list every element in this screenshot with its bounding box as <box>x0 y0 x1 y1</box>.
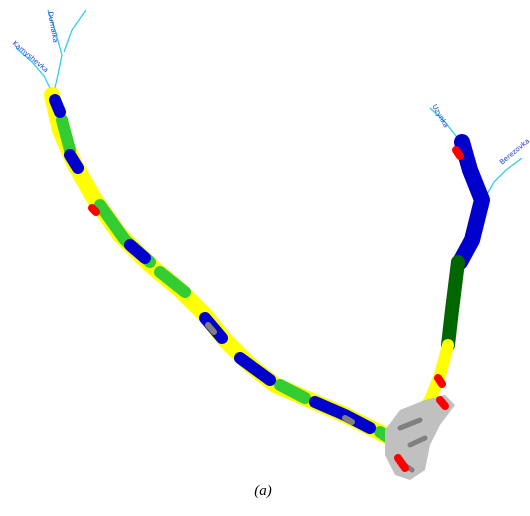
caption: (a) <box>254 483 272 499</box>
river-label: Berezovka <box>498 137 530 167</box>
river-channel <box>52 95 482 480</box>
river-label: Kamyshevka <box>11 39 50 74</box>
tributaries <box>16 10 522 196</box>
river-label: Durnaika <box>46 11 59 43</box>
habitat-green <box>62 120 395 442</box>
map: Durnaika Kamyshevka Uzynka Berezovka (a) <box>0 0 530 516</box>
channel-right-blue <box>460 142 482 262</box>
tributary <box>64 10 86 52</box>
habitat-blue <box>55 100 370 428</box>
channel-left <box>52 95 395 440</box>
channel-right-darkgreen <box>448 262 458 345</box>
river-label: Uzynka <box>430 103 450 129</box>
